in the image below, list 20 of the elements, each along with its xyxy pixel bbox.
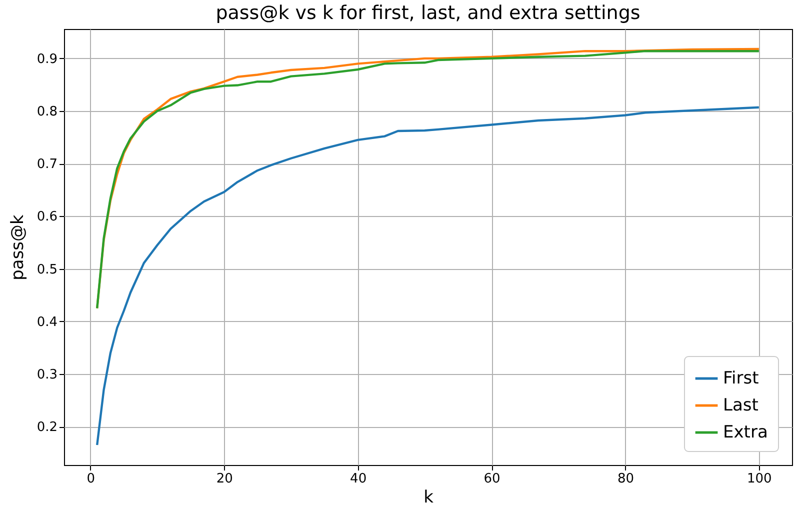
y-tick-label: 0.5: [36, 262, 58, 278]
y-tick-label: 0.3: [36, 368, 58, 383]
y-tick-label: 0.2: [36, 420, 58, 436]
legend-label: Extra: [723, 422, 768, 442]
x-tick-label: 100: [746, 472, 772, 486]
x-axis-title: k: [424, 488, 434, 508]
legend-label: First: [723, 368, 760, 388]
y-tick-label: 0.4: [36, 314, 58, 330]
x-tick-label: 0: [86, 472, 96, 486]
x-tick-label: 40: [350, 472, 367, 486]
chart-title: pass@k vs k for first, last, and extra settings: [216, 2, 640, 24]
y-tick-label: 0.7: [36, 157, 58, 172]
y-axis-title: pass@k: [8, 214, 28, 280]
x-tick-label: 20: [216, 472, 233, 486]
y-tick-label: 0.6: [36, 210, 58, 225]
legend-label: Last: [723, 396, 759, 416]
y-tick-label: 0.9: [36, 52, 58, 67]
x-tick-label: 80: [617, 472, 634, 486]
y-tick-label: 0.8: [36, 104, 58, 120]
x-tick-label: 60: [484, 472, 500, 486]
